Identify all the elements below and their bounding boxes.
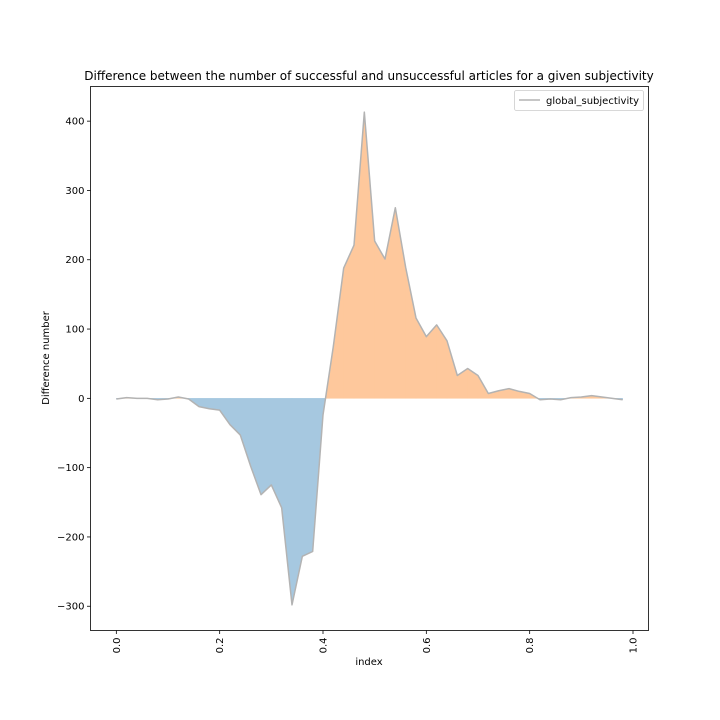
series-lines (116, 111, 623, 606)
y-tick-label: 300 (65, 186, 84, 197)
y-tick-label: −300 (57, 602, 84, 613)
area-segment-negative (260, 398, 272, 496)
area-fills (116, 112, 623, 605)
x-axis-ticks: 0.0 0.2 0.4 0.6 0.8 1.0 (112, 630, 640, 654)
y-tick-label: 200 (65, 255, 84, 266)
series-line-global-subjectivity (116, 111, 623, 606)
y-tick-label: 0 (78, 394, 84, 405)
area-segment-positive (353, 112, 365, 399)
y-tick-label: −100 (57, 463, 84, 474)
area-segment-negative (271, 398, 282, 508)
y-tick-label: 100 (65, 325, 84, 336)
chart-title: Difference between the number of success… (84, 69, 653, 83)
area-segment-positive (405, 267, 417, 399)
y-tick-label: −200 (57, 532, 84, 543)
y-axis-ticks: −300 −200 −100 0 100 200 300 400 (57, 117, 91, 613)
x-tick-label: 0.6 (422, 638, 433, 654)
y-tick-label: 400 (65, 117, 84, 128)
x-axis-label: index (355, 657, 382, 668)
area-segment-negative (281, 398, 293, 605)
area-segment-positive (343, 245, 355, 399)
legend-label: global_subjectivity (546, 96, 639, 107)
area-segment-negative (291, 398, 303, 605)
area-segment-positive (415, 317, 427, 399)
area-segment-positive (457, 368, 468, 399)
area-segment-positive (467, 368, 479, 399)
x-tick-label: 0.0 (112, 638, 123, 654)
area-segment-positive (364, 112, 375, 399)
area-segment-negative (302, 398, 313, 557)
plot-frame (90, 86, 649, 631)
y-axis-label: Difference number (41, 310, 52, 405)
x-tick-label: 0.4 (319, 638, 330, 654)
legend-box (514, 90, 644, 111)
area-segment-positive (436, 324, 448, 399)
legend: global_subjectivity (514, 90, 644, 111)
x-tick-label: 1.0 (629, 638, 640, 654)
area-segment-positive (374, 240, 386, 399)
x-tick-label: 0.8 (525, 638, 536, 654)
area-segment-negative (240, 398, 251, 467)
x-tick-label: 0.2 (215, 638, 226, 654)
